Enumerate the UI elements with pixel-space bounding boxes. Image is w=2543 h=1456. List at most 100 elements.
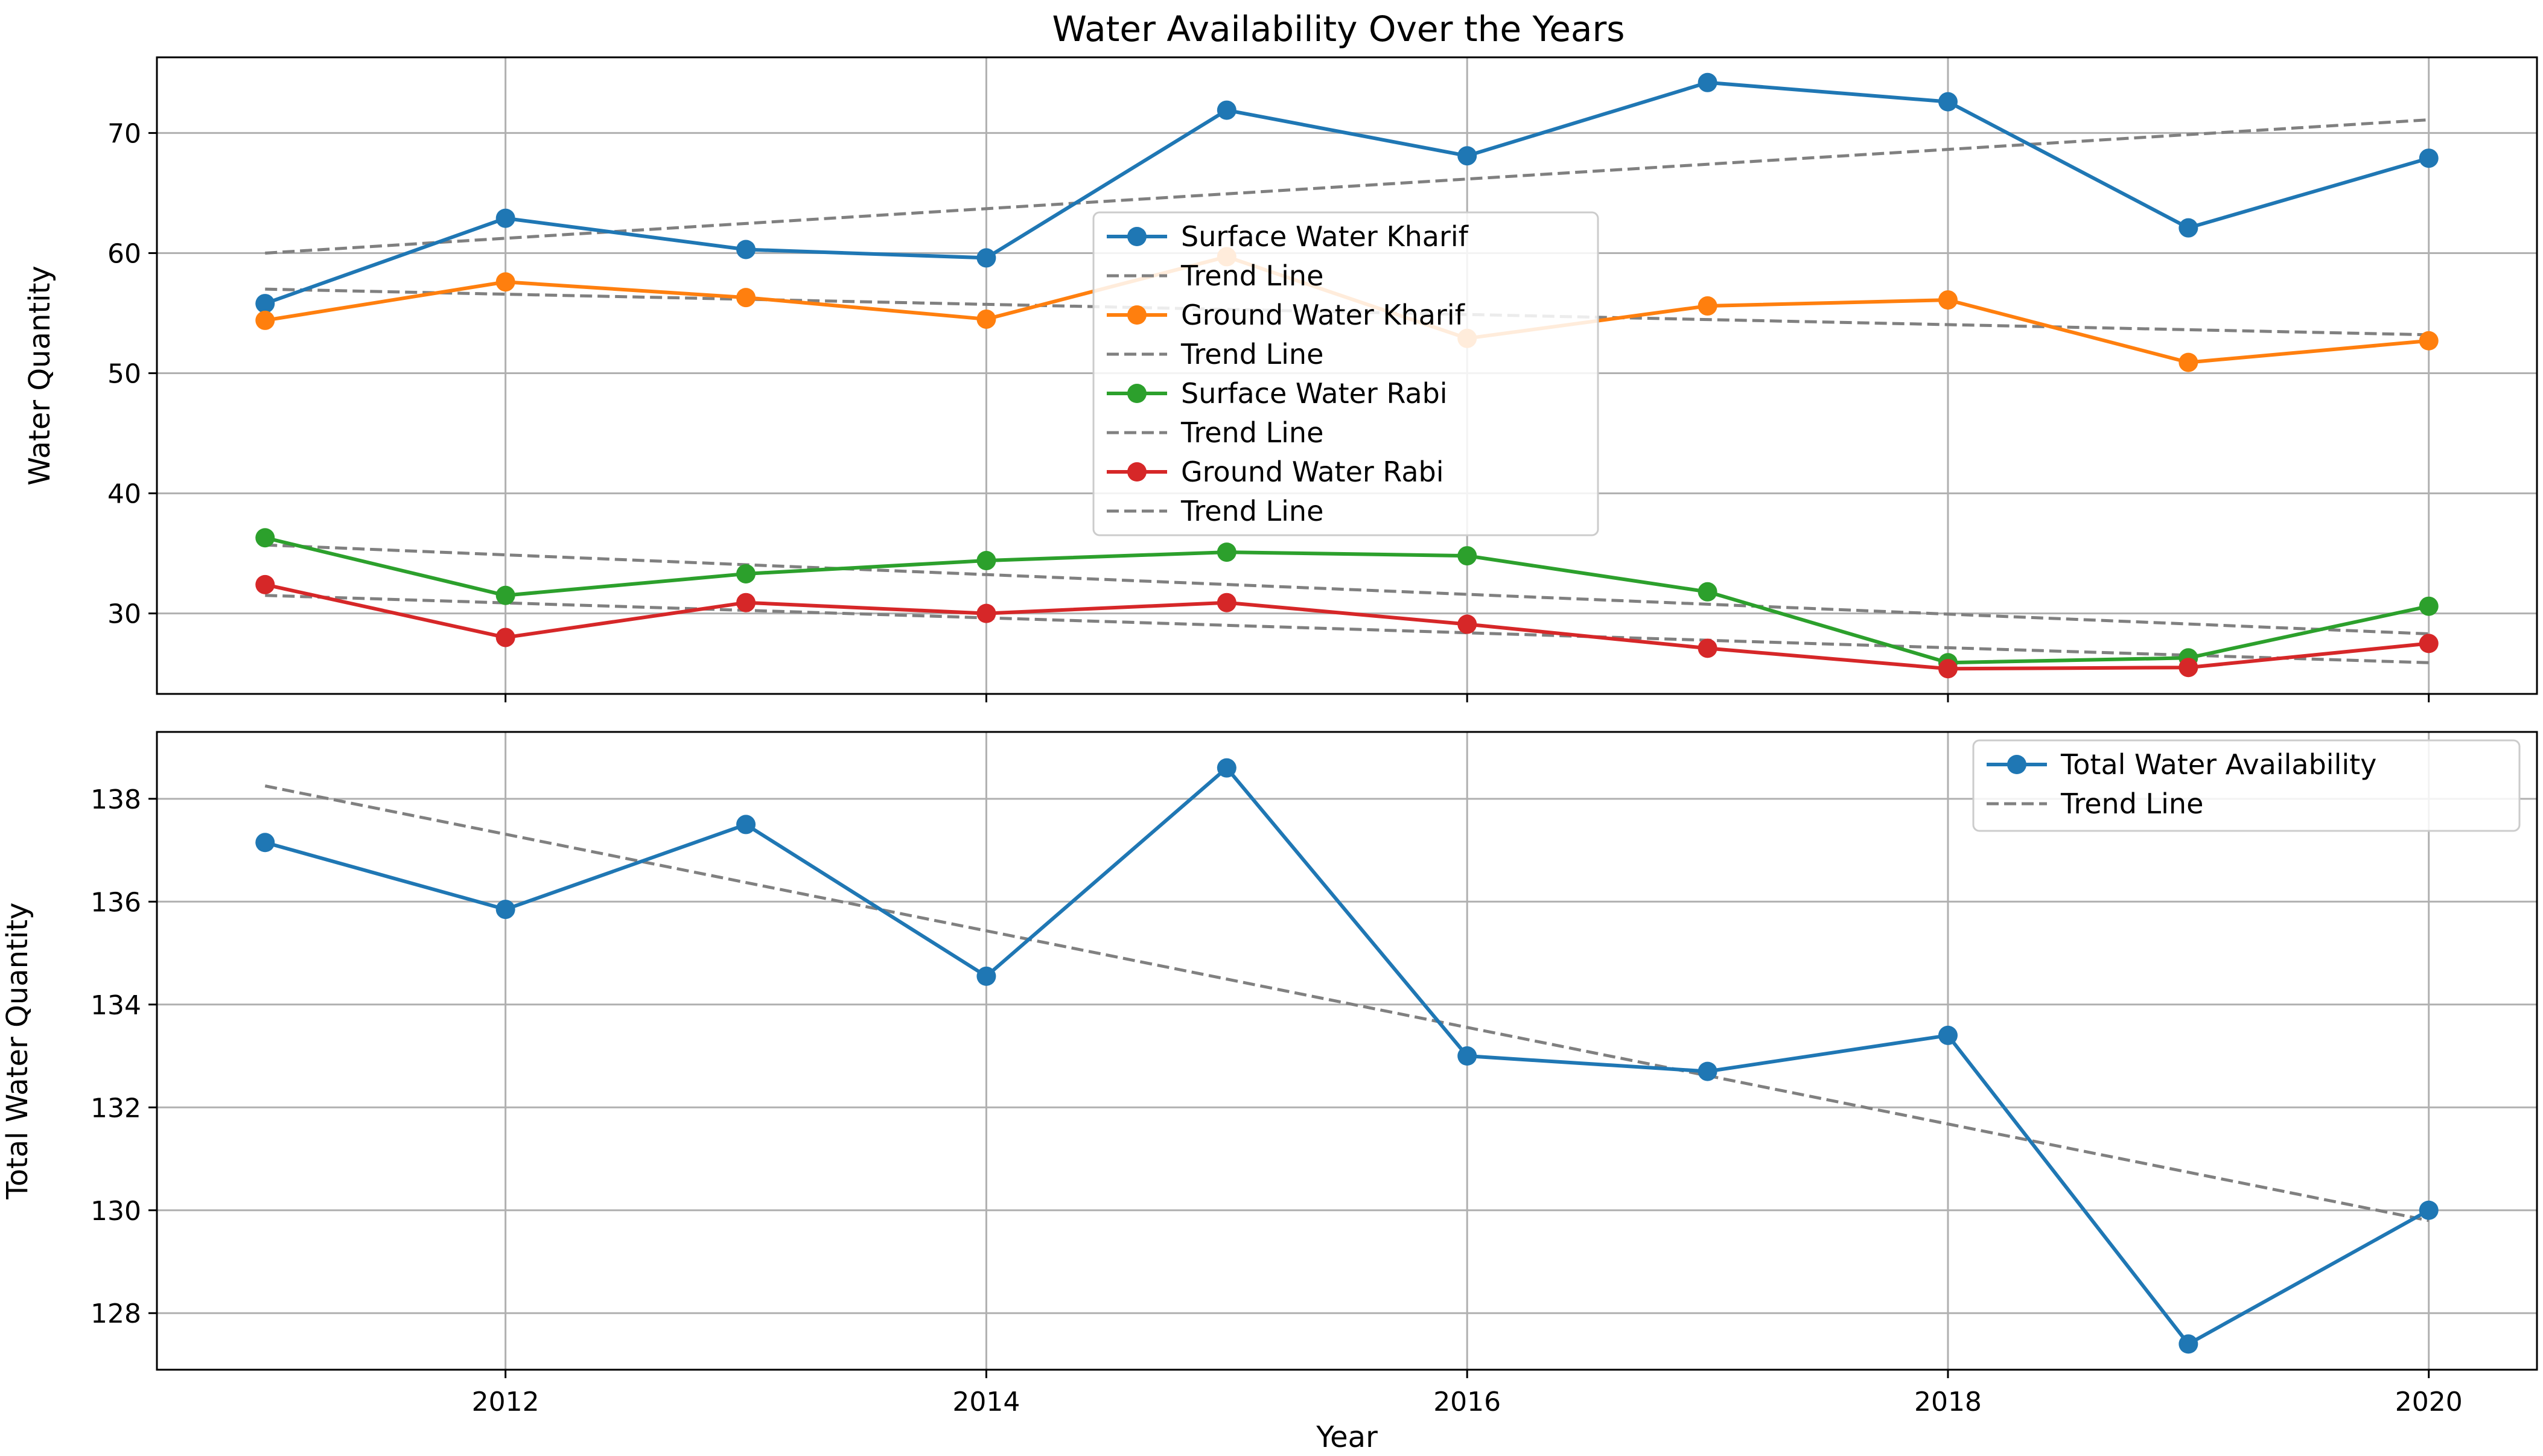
- y-tick-label: 130: [91, 1196, 141, 1227]
- x-tick-label: 2018: [1914, 1387, 1982, 1417]
- data-point: [1217, 100, 1236, 120]
- data-point: [1217, 593, 1236, 612]
- series-line-1: [264, 80, 2430, 305]
- data-point: [1938, 659, 1958, 679]
- y-tick-label: 60: [107, 238, 141, 269]
- data-point: [736, 288, 756, 308]
- data-point: [976, 603, 996, 623]
- y-tick-label: 30: [107, 599, 141, 630]
- data-point: [495, 628, 515, 647]
- data-point: [2419, 148, 2439, 168]
- data-point: [1457, 1046, 1477, 1066]
- y-tick-label: 50: [107, 359, 141, 390]
- plot-frame: [156, 56, 2538, 695]
- y-axis-label: Water Quantity: [23, 265, 57, 486]
- chart-title: Water Availability Over the Years: [1052, 8, 1625, 49]
- legend-marker: [1127, 384, 1147, 403]
- y-axis-label: Total Water Quantity: [1, 903, 34, 1200]
- x-axis-label: Year: [1316, 1420, 1378, 1454]
- y-tick-label: 136: [91, 887, 141, 918]
- data-point: [976, 248, 996, 268]
- legend-label: Ground Water Rabi: [1181, 456, 1444, 488]
- legend-label: Trend Line: [1180, 495, 1323, 527]
- legend-label: Total Water Availability: [2060, 748, 2376, 781]
- legend-marker: [1127, 305, 1147, 325]
- legend: Total Water Availability Trend Line: [1972, 739, 2521, 832]
- legend-marker: [1127, 462, 1147, 482]
- trend-line-3: [265, 543, 2429, 635]
- legend-label: Trend Line: [1180, 338, 1323, 370]
- data-point: [495, 272, 515, 292]
- data-point: [1217, 758, 1236, 778]
- data-point: [1938, 92, 1958, 112]
- legend-box: [1092, 211, 1599, 536]
- data-point: [255, 310, 275, 330]
- legend-label: Surface Water Rabi: [1181, 377, 1448, 410]
- data-point: [255, 528, 275, 548]
- data-point: [1698, 296, 1717, 316]
- y-tick-label: 134: [91, 990, 141, 1021]
- trend-line-1: [265, 118, 2429, 255]
- data-point: [1457, 546, 1477, 566]
- data-point: [2419, 596, 2439, 616]
- data-point: [1698, 72, 1717, 92]
- data-point: [2419, 331, 2439, 351]
- trend-line-2: [265, 287, 2429, 337]
- legend-label: Trend Line: [1180, 259, 1323, 292]
- y-tick-label: 70: [107, 118, 141, 149]
- x-tick-label: 2020: [2395, 1387, 2463, 1417]
- data-point: [2419, 1200, 2439, 1220]
- data-point: [736, 815, 756, 834]
- data-point: [976, 551, 996, 571]
- data-point: [976, 309, 996, 329]
- data-point: [2419, 634, 2439, 653]
- data-point: [736, 240, 756, 259]
- data-point: [1457, 614, 1477, 634]
- data-point: [1217, 542, 1236, 562]
- data-point: [495, 208, 515, 228]
- plot-frame: [156, 731, 2538, 1371]
- y-tick-label: 132: [91, 1093, 141, 1124]
- legend-label: Surface Water Kharif: [1181, 220, 1469, 253]
- series-line-3: [264, 536, 2430, 665]
- data-point: [2179, 658, 2198, 678]
- chart-panel-2: 2012 2014 2016 2018 2020 128 130 132 134 136 138 To…: [1, 731, 2538, 1454]
- legend-label: Trend Line: [1180, 416, 1323, 449]
- legend: Surface Water Kharif Trend Line Ground Wat…: [1092, 211, 1599, 536]
- legend-label: Ground Water Kharif: [1181, 299, 1466, 331]
- data-point: [976, 966, 996, 986]
- data-point: [1457, 146, 1477, 166]
- data-point: [495, 900, 515, 920]
- data-point: [255, 294, 275, 314]
- x-tick-label: 2014: [952, 1387, 1020, 1417]
- data-point: [2179, 218, 2198, 238]
- chart-panel-1: 30 40 50 60 70 Surface Water Kharif Trend Line…: [23, 56, 2538, 702]
- data-point: [1698, 638, 1717, 658]
- legend-marker: [2007, 755, 2026, 774]
- y-tick-label: 138: [91, 784, 141, 815]
- x-tick-label: 2012: [472, 1387, 539, 1417]
- data-point: [1938, 290, 1958, 310]
- data-point: [1938, 1025, 1958, 1045]
- y-tick-label: 40: [107, 479, 141, 510]
- data-point: [495, 585, 515, 605]
- trend-line-1: [264, 784, 2430, 1222]
- series-line-4: [264, 582, 2430, 671]
- data-point: [2179, 1334, 2198, 1354]
- series-line-1: [264, 766, 2430, 1346]
- data-point: [255, 833, 275, 853]
- x-tick-label: 2016: [1433, 1387, 1501, 1417]
- data-point: [2179, 352, 2198, 372]
- legend-box: [1972, 739, 2521, 832]
- data-point: [1698, 582, 1717, 602]
- data-point: [255, 574, 275, 594]
- trend-line-4: [265, 594, 2429, 664]
- data-point: [1698, 1061, 1717, 1081]
- y-tick-label: 128: [91, 1299, 141, 1329]
- data-point: [736, 593, 756, 612]
- legend-label: Trend Line: [2060, 787, 2203, 820]
- data-point: [736, 564, 756, 583]
- legend-marker: [1127, 227, 1147, 246]
